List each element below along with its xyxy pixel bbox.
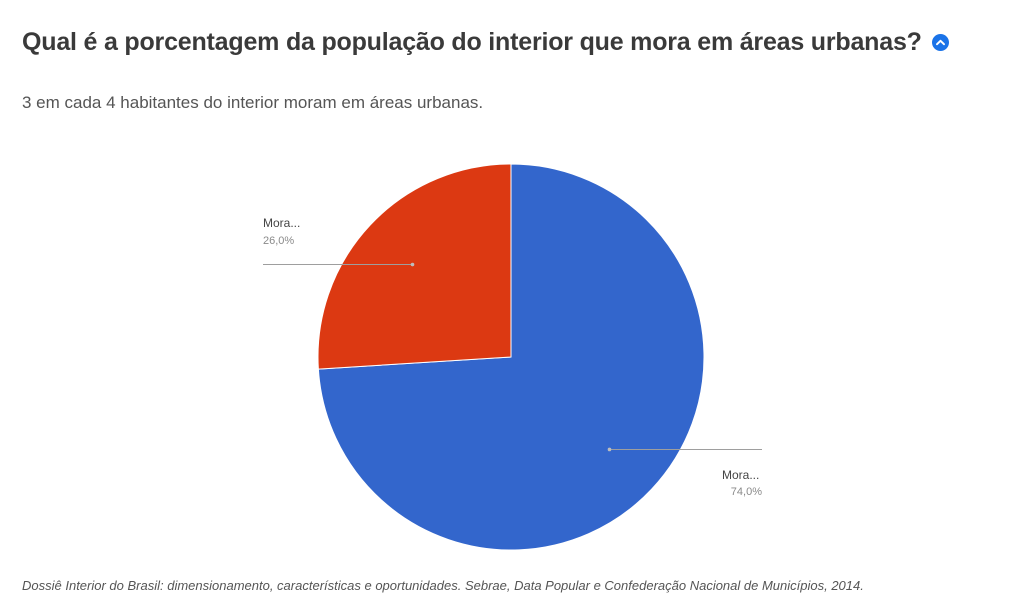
collapse-button[interactable] bbox=[931, 34, 949, 51]
chart-subtitle: 3 em cada 4 habitantes do interior moram… bbox=[22, 93, 484, 112]
slice-value-1: 26,0% bbox=[263, 235, 294, 247]
chevron-up-icon bbox=[935, 39, 945, 46]
slice-label-1: Mora... bbox=[263, 216, 300, 230]
leader-dot-1 bbox=[410, 262, 415, 267]
slice-label-0: Mora... bbox=[722, 468, 759, 482]
chart-title: Qual é a porcentagem da população do int… bbox=[22, 28, 922, 56]
pie-slice-1[interactable] bbox=[317, 163, 512, 370]
source-note: Dossiê Interior do Brasil: dimensionamen… bbox=[22, 578, 864, 593]
chart-header: Qual é a porcentagem da população do int… bbox=[22, 28, 1004, 57]
slice-value-0: 74,0% bbox=[731, 486, 762, 498]
leader-dot-0 bbox=[607, 447, 612, 452]
